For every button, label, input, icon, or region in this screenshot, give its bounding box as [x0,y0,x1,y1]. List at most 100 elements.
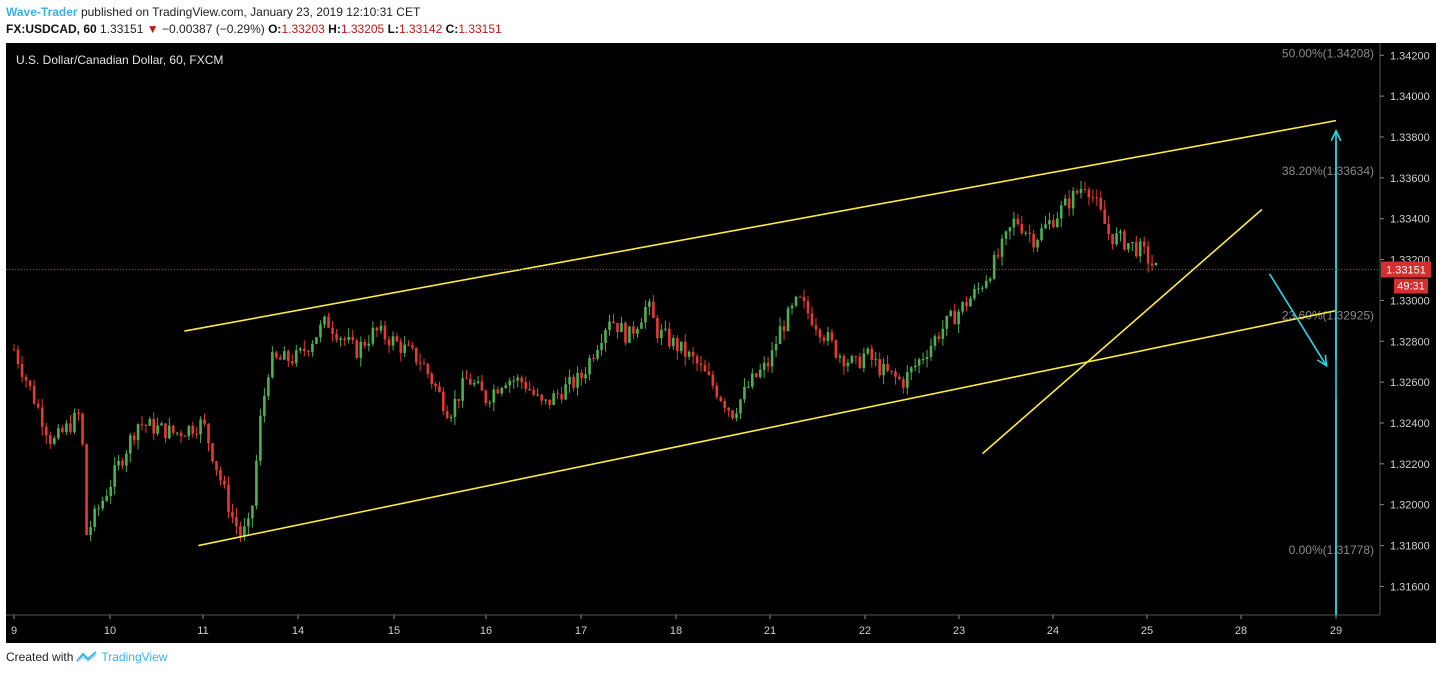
candle-body [624,322,627,343]
time-tick-label: 9 [11,625,17,637]
candle-body [695,356,699,364]
candle-body [1083,188,1087,190]
price-tick-label: 1.32200 [1390,459,1430,471]
candle-body [743,386,746,400]
candle-body [719,397,723,402]
candle-body [596,350,599,359]
candle-body [652,301,655,318]
candle-body [703,365,707,372]
candle-body [1142,241,1146,247]
candle-body [648,301,651,307]
candle-body [846,362,850,367]
candle-body [69,423,72,432]
candle-body [1079,188,1083,193]
candle-body [65,423,68,432]
time-tick-label: 29 [1330,625,1342,637]
candle-body [81,413,84,445]
candle-body [199,419,202,435]
candle-body [707,371,711,375]
candle-body [628,326,631,343]
price-chart[interactable]: 50.00%(1.34208) 38.20%(1.33634) 23.60%(1.3… [6,43,1436,643]
candle-body [438,386,441,392]
trend-line [184,119,1337,332]
candle-body [61,428,64,432]
candle-body [1115,233,1118,245]
author-link[interactable]: Wave-Trader [6,5,78,19]
drawings [184,119,1342,615]
countdown-label: 49:31 [1397,281,1425,293]
candle-body [890,370,893,372]
candle-body [335,333,338,340]
candle-body [327,316,330,328]
candle-body [640,322,643,329]
candle-body [472,382,476,385]
created-with-text: Created with [6,650,74,664]
candle-body [751,373,754,387]
time-tick-label: 11 [197,625,208,637]
price-tick-label: 1.31600 [1390,581,1430,593]
candle-body [251,505,254,519]
candle-body [1099,197,1103,210]
candle-body [1024,232,1028,234]
symbol-label: FX:USDCAD, 60 [6,22,97,36]
candle-body [1111,234,1114,245]
price-tick-label: 1.34200 [1390,50,1430,62]
candle-body [778,326,782,344]
candle-body [898,376,901,380]
candle-body [418,362,422,364]
candle-body [403,344,406,353]
candle-body [544,399,547,401]
candle-body [363,341,367,346]
chart-title: U.S. Dollar/Canadian Dollar, 60, FXCM [16,53,223,67]
candle-body [1138,241,1142,257]
time-tick-label: 24 [1047,625,1059,637]
candle-body [834,340,838,358]
time-tick-label: 14 [292,625,304,637]
candle-body [774,343,778,351]
candle-body [1146,246,1150,264]
candle-body [414,347,418,363]
candle-body [1119,231,1122,234]
price-tick-label: 1.33200 [1390,255,1430,267]
candle-body [1036,240,1039,248]
candle-body [1016,218,1020,225]
candle-body [516,377,520,381]
candle-body [453,398,457,417]
candle-body [156,425,159,434]
candle-body [28,380,32,387]
candle-body [754,373,758,377]
candle-body [727,407,730,411]
candle-body [664,328,667,330]
fib-levels: 50.00%(1.34208) 38.20%(1.33634) 23.60%(1.3… [1282,47,1374,557]
candle-body [294,350,298,364]
candle-body [391,336,395,346]
candle-body [183,435,187,437]
candle-body [798,296,802,298]
candle-body [109,486,113,497]
candle-body [981,287,984,289]
fib-level-label: 23.60%(1.32925) [1282,309,1374,323]
last-price: 1.33151 [100,22,144,36]
candle-body [128,435,132,454]
candle-body [1091,197,1095,199]
tradingview-link[interactable]: TradingView [101,650,168,664]
candle-body [580,372,583,379]
candle-body [1048,220,1051,225]
candle-body [1020,224,1024,233]
candle-body [219,470,222,481]
candle-body [271,352,274,378]
candle-body [921,359,925,361]
candle-body [715,385,719,398]
candle-body [383,325,387,340]
ohlc-line: FX:USDCAD, 60 1.33151 ▼ −0.00387 (−0.29%… [6,21,1006,38]
candle-body [387,339,391,346]
candle-body [430,373,434,384]
candle-body [1154,262,1158,266]
price-axis-background [1380,43,1436,615]
price-tick-label: 1.32800 [1390,336,1430,348]
candle-body [73,412,76,432]
candle-body [854,356,858,358]
candle-body [375,327,379,331]
candle-body [77,412,80,414]
candle-body [319,324,322,338]
